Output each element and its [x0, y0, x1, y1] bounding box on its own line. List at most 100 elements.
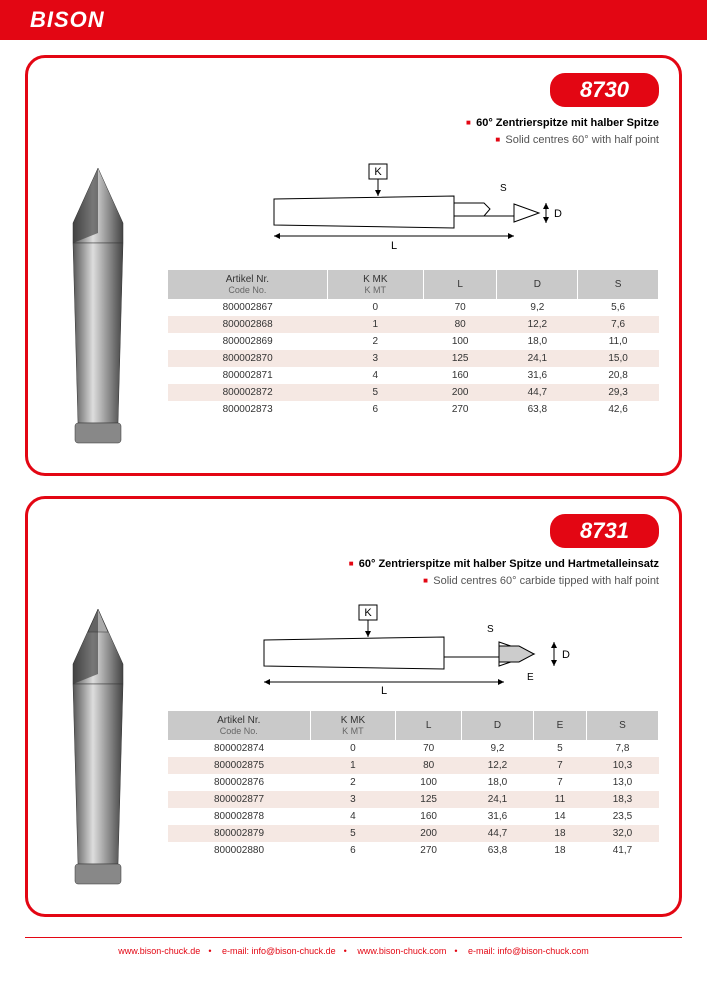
- desc-english: Solid centres 60° carbide tipped with ha…: [43, 573, 659, 590]
- product-panel-8731: 8731 60° Zentrierspitze mit halber Spitz…: [25, 496, 682, 917]
- table-cell: 5,6: [578, 299, 659, 316]
- table-cell: 7,8: [586, 740, 658, 757]
- table-cell: 0: [327, 299, 423, 316]
- table-cell: 5: [310, 825, 396, 842]
- table-cell: 800002877: [168, 791, 310, 808]
- table-cell: 18: [533, 825, 586, 842]
- product-description: 60° Zentrierspitze mit halber Spitze Sol…: [43, 115, 659, 148]
- table-row: 80000287518012,2710,3: [168, 757, 659, 774]
- table-cell: 14: [533, 808, 586, 825]
- table-cell: 200: [423, 384, 497, 401]
- table-row: 800002870312524,115,0: [168, 350, 659, 367]
- table-cell: 7: [533, 774, 586, 791]
- table-cell: 100: [423, 333, 497, 350]
- table-cell: 5: [533, 740, 586, 757]
- product-image: [43, 158, 153, 458]
- table-cell: 3: [310, 791, 396, 808]
- table-cell: 18: [533, 842, 586, 859]
- table-cell: 800002871: [168, 367, 327, 384]
- table-cell: 7,6: [578, 316, 659, 333]
- table-cell: 12,2: [461, 757, 533, 774]
- table-cell: 0: [310, 740, 396, 757]
- footer-link[interactable]: e-mail: info@bison-chuck.com: [468, 946, 589, 956]
- table-cell: 800002878: [168, 808, 310, 825]
- table-cell: 1: [310, 757, 396, 774]
- table-row: 800002869210018,011,0: [168, 333, 659, 350]
- table-cell: 9,2: [461, 740, 533, 757]
- table-cell: 20,8: [578, 367, 659, 384]
- table-cell: 2: [310, 774, 396, 791]
- table-cell: 800002869: [168, 333, 327, 350]
- table-cell: 41,7: [586, 842, 658, 859]
- svg-text:E: E: [527, 672, 534, 683]
- desc-german: 60° Zentrierspitze mit halber Spitze und…: [43, 556, 659, 573]
- svg-text:L: L: [380, 685, 386, 697]
- footer-link[interactable]: www.bison-chuck.com: [357, 946, 446, 956]
- table-cell: 32,0: [586, 825, 658, 842]
- table-row: 800002877312524,11118,3: [168, 791, 659, 808]
- col-header: K MKK MT: [310, 711, 396, 740]
- col-header: Artikel Nr.Code No.: [168, 270, 327, 299]
- table-cell: 800002879: [168, 825, 310, 842]
- table-cell: 4: [327, 367, 423, 384]
- table-cell: 800002874: [168, 740, 310, 757]
- table-cell: 12,2: [497, 316, 578, 333]
- table-cell: 13,0: [586, 774, 658, 791]
- svg-text:D: D: [554, 208, 562, 220]
- page-footer: www.bison-chuck.de• e-mail: info@bison-c…: [25, 937, 682, 964]
- table-cell: 1: [327, 316, 423, 333]
- table-cell: 18,3: [586, 791, 658, 808]
- table-cell: 10,3: [586, 757, 658, 774]
- desc-english: Solid centres 60° with half point: [43, 132, 659, 149]
- table-cell: 15,0: [578, 350, 659, 367]
- technical-diagram: K L S D: [168, 158, 659, 258]
- svg-text:K: K: [374, 166, 382, 178]
- table-cell: 200: [396, 825, 462, 842]
- footer-link[interactable]: e-mail: info@bison-chuck.de: [222, 946, 336, 956]
- col-header: L: [396, 711, 462, 740]
- brand-logo: BISON: [30, 7, 105, 33]
- col-header: S: [586, 711, 658, 740]
- spec-table: Artikel Nr.Code No.K MKK MTLDS 800002867…: [168, 270, 659, 418]
- product-description: 60° Zentrierspitze mit halber Spitze und…: [43, 556, 659, 589]
- table-cell: 800002870: [168, 350, 327, 367]
- table-row: 800002876210018,0713,0: [168, 774, 659, 791]
- svg-text:L: L: [390, 240, 396, 252]
- table-cell: 44,7: [497, 384, 578, 401]
- table-cell: 5: [327, 384, 423, 401]
- table-cell: 18,0: [461, 774, 533, 791]
- footer-link[interactable]: www.bison-chuck.de: [118, 946, 200, 956]
- table-cell: 18,0: [497, 333, 578, 350]
- table-cell: 160: [423, 367, 497, 384]
- table-cell: 160: [396, 808, 462, 825]
- product-code-badge: 8731: [550, 514, 659, 548]
- desc-german: 60° Zentrierspitze mit halber Spitze: [43, 115, 659, 132]
- table-cell: 31,6: [461, 808, 533, 825]
- table-cell: 63,8: [461, 842, 533, 859]
- table-row: 80000286818012,27,6: [168, 316, 659, 333]
- table-cell: 9,2: [497, 299, 578, 316]
- col-header: E: [533, 711, 586, 740]
- table-cell: 6: [310, 842, 396, 859]
- col-header: L: [423, 270, 497, 299]
- table-row: 800002873627063,842,6: [168, 401, 659, 418]
- table-cell: 11: [533, 791, 586, 808]
- table-cell: 80: [423, 316, 497, 333]
- spec-table: Artikel Nr.Code No.K MKK MTLDES 80000287…: [168, 711, 659, 859]
- table-cell: 125: [396, 791, 462, 808]
- col-header: D: [497, 270, 578, 299]
- table-cell: 31,6: [497, 367, 578, 384]
- product-panel-8730: 8730 60° Zentrierspitze mit halber Spitz…: [25, 55, 682, 476]
- table-cell: 6: [327, 401, 423, 418]
- product-image: [43, 599, 153, 899]
- col-header: D: [461, 711, 533, 740]
- product-code-badge: 8730: [550, 73, 659, 107]
- table-cell: 100: [396, 774, 462, 791]
- technical-diagram: K L S E D: [168, 599, 659, 699]
- table-cell: 29,3: [578, 384, 659, 401]
- table-cell: 80: [396, 757, 462, 774]
- table-row: 800002871416031,620,8: [168, 367, 659, 384]
- table-row: 8000028740709,257,8: [168, 740, 659, 757]
- svg-text:S: S: [487, 624, 494, 635]
- table-cell: 125: [423, 350, 497, 367]
